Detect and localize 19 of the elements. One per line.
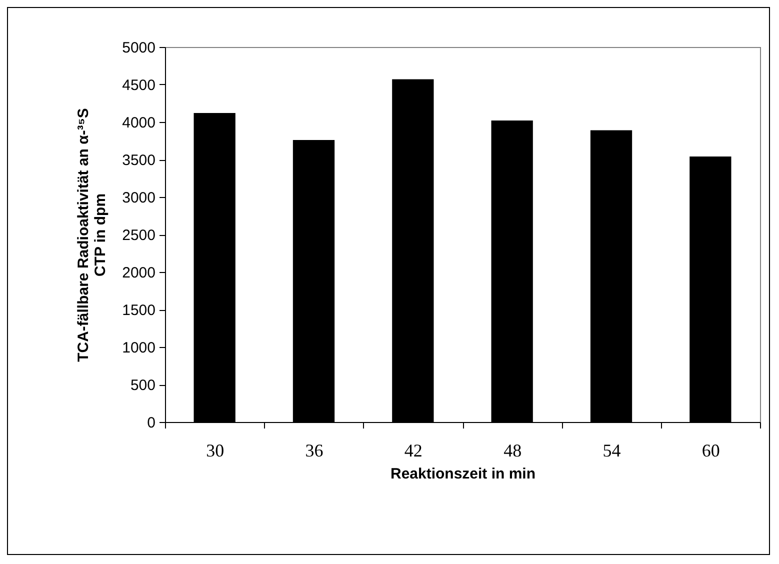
x-tick-label: 54 xyxy=(602,440,621,460)
x-tick-label: 42 xyxy=(404,440,422,460)
y-tick-label: 5000 xyxy=(122,40,156,56)
y-tick-label: 1000 xyxy=(122,340,156,356)
x-tick-label: 30 xyxy=(206,440,224,460)
y-tick-label: 3000 xyxy=(122,190,156,206)
y-tick-label: 2000 xyxy=(122,264,156,282)
y-tick-label: 0 xyxy=(147,414,156,432)
x-tick-label: 60 xyxy=(702,440,720,460)
x-axis-title: Reaktionszeit in min xyxy=(390,466,536,482)
x-tick-label: 36 xyxy=(305,440,324,460)
y-tick-label: 500 xyxy=(130,377,156,394)
y-tick-label: 2500 xyxy=(122,227,156,244)
y-tick-label: 4500 xyxy=(122,77,156,94)
y-axis-title: TCA-fällbare Radioaktivität an α-³⁵S CTP in dpm xyxy=(75,108,110,362)
y-tick-label: 4000 xyxy=(122,114,156,132)
y-tick-label: 1500 xyxy=(122,302,156,319)
x-tick-label: 48 xyxy=(504,440,522,460)
y-tick-label: 3500 xyxy=(122,152,156,169)
